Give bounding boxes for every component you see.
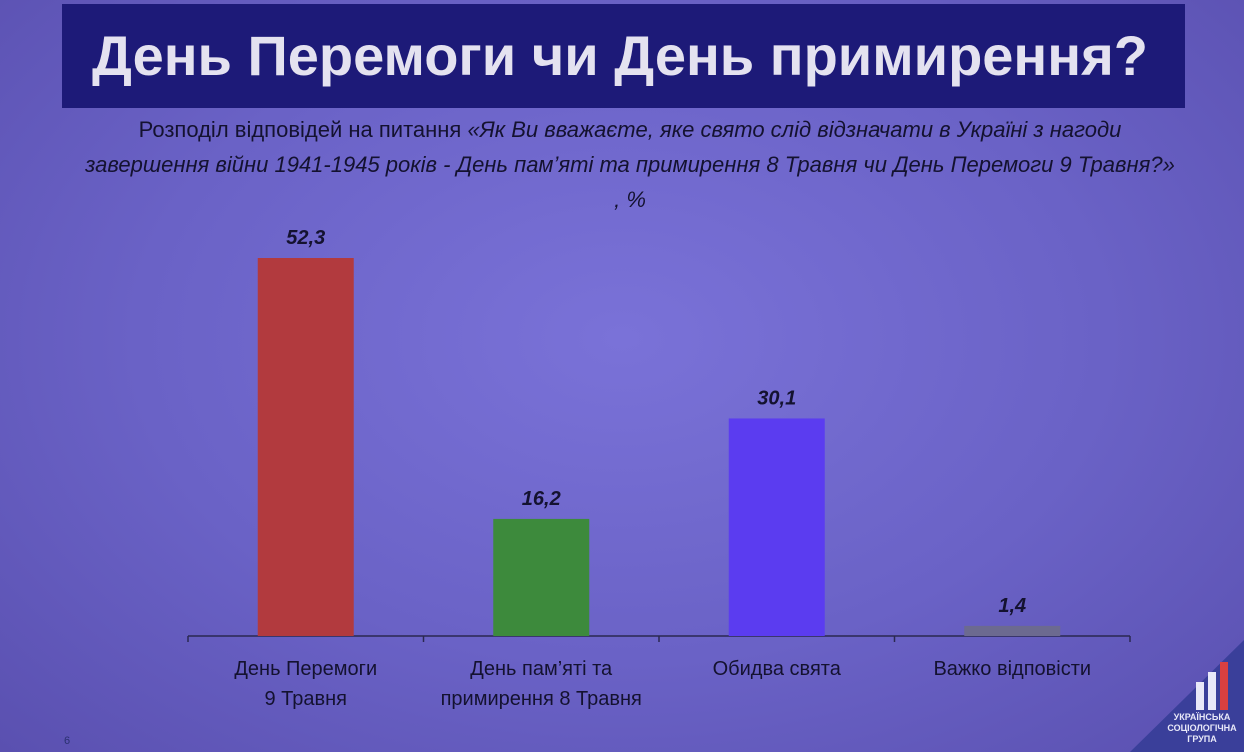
category-label: День Перемоги 9 Травня bbox=[234, 658, 378, 710]
value-label: 30,1 bbox=[757, 387, 796, 409]
value-label: 1,4 bbox=[998, 595, 1026, 617]
logo-text: УКРАЇНСЬКА СОЦІОЛОГІЧНА ГРУПА bbox=[1167, 712, 1237, 744]
bar bbox=[493, 518, 590, 636]
value-label: 16,2 bbox=[522, 488, 561, 510]
logo-bar bbox=[1196, 682, 1204, 710]
subtitle: Розподіл відповідей на питання «Як Ви вв… bbox=[80, 112, 1180, 217]
logo-shape bbox=[1130, 640, 1244, 752]
title: День Перемоги чи День примирення? bbox=[62, 4, 1185, 108]
value-label: 52,3 bbox=[286, 227, 325, 249]
category-label: Обидва свята bbox=[712, 658, 841, 680]
bar bbox=[964, 625, 1061, 636]
question: «Як Ви вважаєте, яке свято слід відзнача… bbox=[85, 117, 1175, 212]
logo-bar bbox=[1208, 672, 1216, 710]
category-label: Важко відповісти bbox=[933, 658, 1092, 680]
page-number: 6 bbox=[64, 735, 71, 747]
subtitle-lead: Розподіл відповідей на питання bbox=[138, 117, 462, 142]
logo-bar bbox=[1220, 662, 1228, 710]
bar bbox=[257, 258, 354, 636]
category-label: День пам’яті та примирення 8 Травня bbox=[440, 658, 642, 710]
bar bbox=[728, 418, 825, 636]
